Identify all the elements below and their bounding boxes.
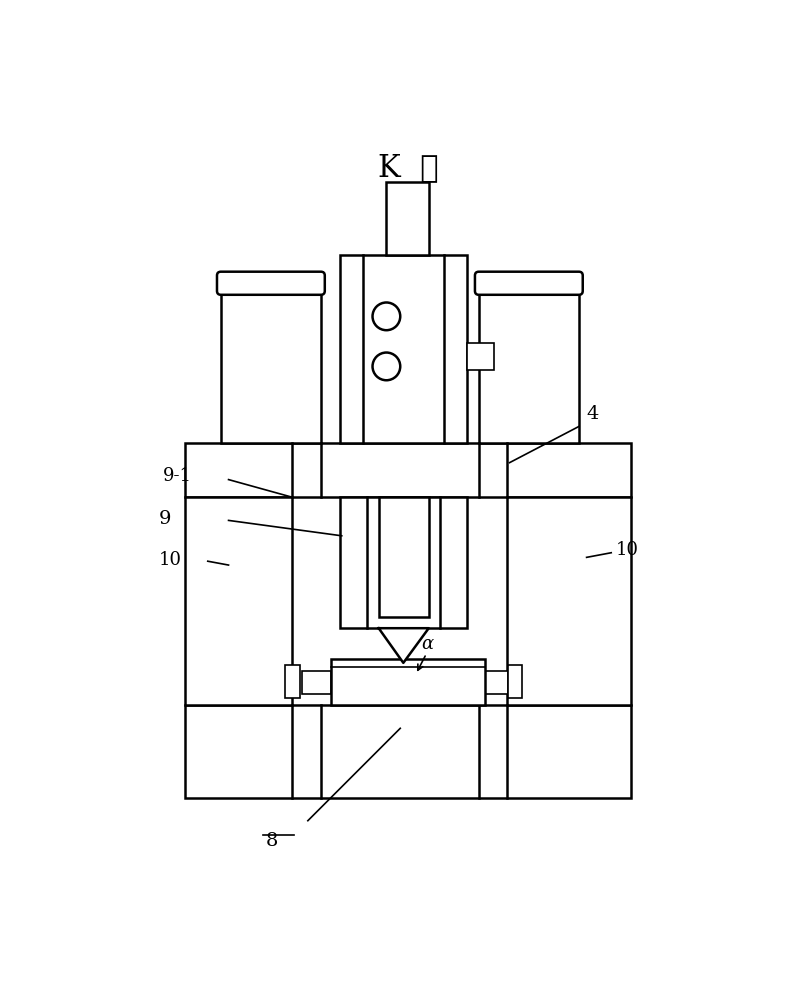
FancyBboxPatch shape bbox=[475, 272, 583, 295]
Text: 4: 4 bbox=[587, 405, 599, 423]
Bar bbox=[508, 665, 522, 698]
Bar bbox=[331, 659, 485, 705]
Bar bbox=[185, 705, 631, 798]
Bar bbox=[386, 182, 429, 255]
Bar bbox=[478, 289, 579, 443]
Text: α: α bbox=[421, 635, 433, 653]
Text: K  向: K 向 bbox=[377, 152, 439, 183]
Bar bbox=[302, 671, 331, 694]
Bar bbox=[340, 255, 467, 443]
Bar bbox=[379, 497, 429, 617]
Text: 9: 9 bbox=[159, 510, 172, 528]
Bar bbox=[467, 343, 494, 370]
Text: 8: 8 bbox=[266, 832, 279, 850]
Text: 10: 10 bbox=[616, 541, 639, 559]
Text: 9-1: 9-1 bbox=[163, 467, 192, 485]
Bar bbox=[507, 497, 631, 705]
Bar bbox=[285, 665, 300, 698]
Bar bbox=[340, 497, 467, 628]
Bar bbox=[185, 497, 292, 705]
Bar bbox=[485, 671, 508, 694]
FancyBboxPatch shape bbox=[217, 272, 325, 295]
Bar bbox=[220, 289, 321, 443]
Text: 10: 10 bbox=[159, 551, 182, 569]
Bar bbox=[185, 443, 631, 497]
Polygon shape bbox=[379, 628, 429, 663]
